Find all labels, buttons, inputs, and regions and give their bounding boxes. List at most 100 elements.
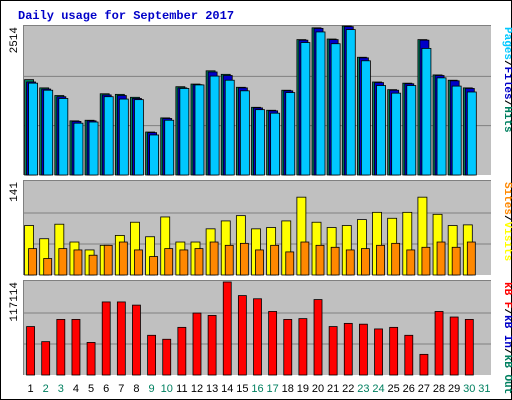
panel-hits: 2514 Pages/Files/Hits bbox=[9, 25, 512, 176]
bar-kbf-22 bbox=[343, 322, 353, 376]
bar-sites-3 bbox=[58, 248, 68, 276]
bar-sites-4 bbox=[73, 249, 83, 276]
x-tick-label-3: 3 bbox=[58, 383, 64, 395]
x-tick-label-23: 23 bbox=[357, 383, 369, 395]
panel-visits: 141 Sites/Visits bbox=[9, 180, 512, 276]
bar-pages-3 bbox=[58, 98, 69, 176]
bar-kbf-11 bbox=[177, 326, 187, 376]
bar-kbf-15 bbox=[237, 295, 247, 376]
panel-kb-bars bbox=[26, 281, 474, 376]
bar-pages-23 bbox=[361, 60, 371, 176]
x-tick-label-30: 30 bbox=[463, 383, 475, 395]
bar-sites-5 bbox=[88, 254, 98, 276]
bar-kbf-2 bbox=[41, 341, 51, 376]
bar-pages-9 bbox=[149, 134, 159, 176]
bar-kbf-1 bbox=[26, 326, 35, 376]
bar-sites-11 bbox=[179, 249, 189, 276]
x-tick-label-18: 18 bbox=[282, 383, 294, 395]
panel-kb-ymax-label: 117114 bbox=[9, 282, 21, 322]
x-tick-label-22: 22 bbox=[342, 383, 354, 395]
legend-entry-kb-4: kB Out bbox=[501, 355, 512, 395]
bar-sites-24 bbox=[376, 244, 385, 276]
bar-kbf-26 bbox=[404, 334, 414, 376]
bar-pages-21 bbox=[330, 43, 341, 176]
legend-entry-kb-0: kB F bbox=[501, 282, 512, 308]
x-tick-label-7: 7 bbox=[118, 383, 124, 395]
bar-sites-18 bbox=[285, 251, 295, 276]
x-tick-label-2: 2 bbox=[43, 383, 49, 395]
x-tick-label-5: 5 bbox=[88, 383, 94, 395]
bar-pages-29 bbox=[451, 85, 462, 176]
bar-pages-17 bbox=[270, 112, 281, 176]
bar-sites-9 bbox=[149, 256, 158, 276]
panel-hits-ymax-label: 2514 bbox=[9, 27, 21, 54]
bar-kbf-5 bbox=[86, 342, 96, 376]
legend-entry-hits-1: / bbox=[501, 60, 512, 67]
panel-kb-legend: kB F/kB In/kB Out bbox=[501, 282, 512, 394]
bar-pages-1 bbox=[28, 82, 38, 176]
legend-entry-visits-1: / bbox=[501, 215, 512, 222]
legend-entry-kb-3: / bbox=[501, 348, 512, 355]
bar-kbf-13 bbox=[207, 315, 217, 376]
x-tick-label-27: 27 bbox=[418, 383, 430, 395]
bar-sites-21 bbox=[330, 246, 340, 276]
bar-pages-8 bbox=[134, 99, 144, 176]
bar-kbf-27 bbox=[419, 353, 429, 376]
x-tick-label-10: 10 bbox=[161, 383, 173, 395]
bar-sites-17 bbox=[270, 244, 280, 276]
panel-visits-ymax-label: 141 bbox=[9, 182, 21, 202]
bar-pages-24 bbox=[376, 85, 386, 176]
x-tick-label-1: 1 bbox=[28, 383, 34, 395]
panel-hits-legend: Pages/Files/Hits bbox=[501, 27, 512, 133]
legend-entry-hits-3: / bbox=[501, 100, 512, 107]
x-tick-label-25: 25 bbox=[388, 383, 400, 395]
x-tick-label-26: 26 bbox=[403, 383, 415, 395]
bar-sites-19 bbox=[300, 241, 310, 276]
x-tick-label-16: 16 bbox=[251, 383, 263, 395]
bar-pages-25 bbox=[391, 92, 402, 176]
bar-sites-28 bbox=[436, 241, 446, 276]
bar-pages-28 bbox=[436, 77, 447, 176]
x-tick-label-11: 11 bbox=[176, 383, 187, 395]
x-tick-label-15: 15 bbox=[236, 383, 248, 395]
bar-kbf-20 bbox=[313, 299, 323, 376]
chart-title: Daily usage for September 2017 bbox=[18, 9, 234, 23]
legend-entry-hits-0: Pages bbox=[501, 27, 512, 60]
bar-sites-16 bbox=[255, 249, 264, 276]
legend-entry-kb-1: / bbox=[501, 308, 512, 315]
bar-sites-13 bbox=[209, 241, 219, 276]
bar-kbf-30 bbox=[464, 319, 474, 376]
bar-kbf-16 bbox=[253, 298, 262, 376]
bar-sites-10 bbox=[164, 248, 174, 276]
bar-pages-20 bbox=[315, 31, 326, 176]
bar-sites-7 bbox=[118, 241, 128, 276]
panel-visits-bars bbox=[24, 196, 476, 276]
x-tick-label-21: 21 bbox=[327, 383, 339, 395]
bar-sites-1 bbox=[28, 248, 37, 276]
legend-entry-kb-2: kB In bbox=[501, 315, 512, 348]
bar-pages-2 bbox=[43, 89, 54, 176]
bar-sites-30 bbox=[466, 241, 476, 276]
bar-sites-22 bbox=[345, 249, 355, 276]
bar-sites-8 bbox=[134, 249, 143, 276]
x-tick-label-12: 12 bbox=[191, 383, 203, 395]
bar-kbf-24 bbox=[374, 328, 383, 376]
legend-entry-hits-4: Hits bbox=[501, 106, 512, 132]
bar-pages-11 bbox=[179, 88, 190, 176]
bar-sites-27 bbox=[421, 246, 431, 276]
x-tick-label-6: 6 bbox=[103, 383, 109, 395]
bar-kbf-21 bbox=[328, 326, 338, 376]
bar-kbf-8 bbox=[132, 304, 141, 376]
x-tick-label-17: 17 bbox=[267, 383, 279, 395]
bar-sites-23 bbox=[361, 248, 370, 276]
bar-pages-30 bbox=[466, 91, 477, 176]
bar-pages-16 bbox=[255, 109, 265, 176]
bar-pages-4 bbox=[73, 122, 84, 176]
bar-pages-18 bbox=[285, 92, 296, 176]
bar-kbf-6 bbox=[101, 301, 111, 376]
bar-pages-6 bbox=[103, 96, 114, 176]
bar-sites-14 bbox=[224, 244, 234, 276]
bar-kbf-23 bbox=[359, 323, 368, 376]
bar-kbf-25 bbox=[389, 326, 399, 376]
